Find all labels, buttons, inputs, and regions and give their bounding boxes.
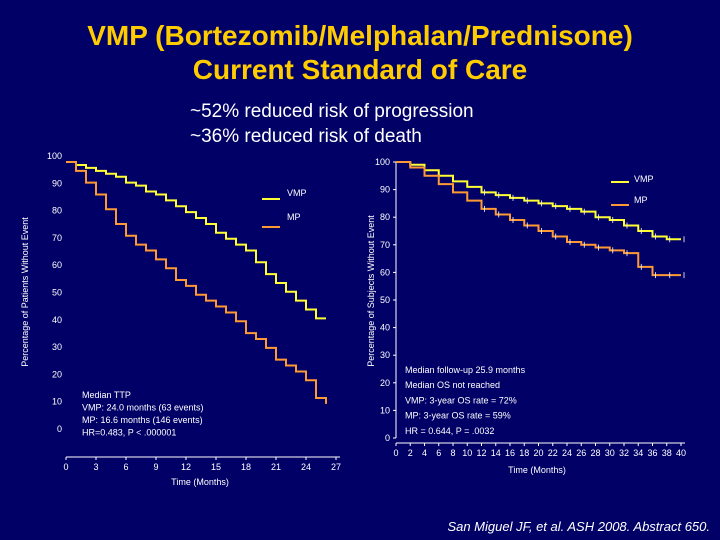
chart1-xtick-label: 9 [153, 462, 158, 472]
chart2-series-mp-line [396, 161, 681, 277]
chart2-xtick-label: 4 [422, 448, 427, 458]
chart2-ytick-label: 50 [380, 295, 390, 305]
chart2-ytick-label: 30 [380, 350, 390, 360]
chart2-xtick-label: 32 [619, 448, 629, 458]
chart2-annotation-line: Median OS not reached [405, 380, 500, 390]
subtitle-line-1: ~52% reduced risk of progression [190, 101, 474, 122]
chart1-annotation-line: HR=0.483, P < .000001 [82, 428, 176, 438]
chart1-xtick-label: 21 [271, 462, 281, 472]
chart2-ytick-label: 20 [380, 378, 390, 388]
chart1-ytick-label: 80 [52, 206, 62, 216]
chart1-xtick-label: 12 [181, 462, 191, 472]
chart2-xtick-label: 34 [633, 448, 643, 458]
chart2-series-vmp-line [396, 161, 681, 241]
chart2-xtick-label: 24 [562, 448, 572, 458]
chart2-xtick-label: 0 [393, 448, 398, 458]
chart2-xtick-label: 12 [476, 448, 486, 458]
chart2-xtick-label: 40 [676, 448, 686, 458]
chart1-ytick-label: 60 [52, 260, 62, 270]
chart2-xtick-label: 20 [533, 448, 543, 458]
chart1-x-axis-label: Time (Months) [171, 477, 229, 487]
chart1-ytick-label: 70 [52, 233, 62, 243]
chart1-xtick-label: 6 [123, 462, 128, 472]
subtitle-line-2: ~36% reduced risk of death [190, 126, 422, 147]
chart1-legend-label-vmp: VMP [287, 188, 307, 198]
chart2-ytick-label: 80 [380, 212, 390, 222]
chart2-y-axis-label: Percentage of Subjects Without Event [366, 215, 376, 367]
chart1-xtick-label: 3 [93, 462, 98, 472]
chart1-annotation-line: VMP: 24.0 months (63 events) [82, 403, 204, 413]
chart1-ytick-label: 50 [52, 288, 62, 298]
chart2-ytick-label: 10 [380, 405, 390, 415]
chart1-ytick-label: 0 [57, 424, 62, 434]
chart1-xtick-label: 18 [241, 462, 251, 472]
chart2-ytick-label: 100 [375, 157, 390, 167]
chart2-xtick-label: 18 [519, 448, 529, 458]
chart1-ytick-label: 30 [52, 342, 62, 352]
chart2-xtick-label: 36 [647, 448, 657, 458]
citation: San Miguel JF, et al. ASH 2008. Abstract… [447, 519, 710, 534]
chart1-ytick-label: 40 [52, 315, 62, 325]
chart2-annotation-line: Median follow-up 25.9 months [405, 365, 526, 375]
title-line-2: Current Standard of Care [192, 54, 528, 85]
chart2-annotation-line: MP: 3-year OS rate = 59% [405, 411, 511, 421]
chart1-ytick-label: 10 [52, 397, 62, 407]
chart2-xtick-label: 8 [450, 448, 455, 458]
chart2-xtick-label: 6 [436, 448, 441, 458]
chart2-xtick-label: 30 [605, 448, 615, 458]
chart2-annotation-line: VMP: 3-year OS rate = 72% [405, 395, 517, 405]
chart2-xtick-label: 38 [662, 448, 672, 458]
chart1-series-vmp-line [66, 161, 326, 320]
chart1-y-axis-label: Percentage of Patients Without Event [20, 217, 30, 367]
chart1-annotation-line: MP: 16.6 months (146 events) [82, 415, 203, 425]
chart2-x-axis-label: Time (Months) [508, 465, 566, 475]
chart2-xtick-label: 26 [576, 448, 586, 458]
chart2-ytick-label: 40 [380, 323, 390, 333]
chart1-legend-label-mp: MP [287, 212, 301, 222]
chart2-xtick-label: 14 [491, 448, 501, 458]
chart1-xtick-label: 0 [63, 462, 68, 472]
chart2-xtick-label: 10 [462, 448, 472, 458]
chart2-xtick-label: 28 [590, 448, 600, 458]
chart2-ytick-label: 60 [380, 267, 390, 277]
chart2-xtick-label: 16 [505, 448, 515, 458]
chart2-ytick-label: 90 [380, 185, 390, 195]
chart1-ytick-label: 20 [52, 369, 62, 379]
chart2-xtick-label: 2 [408, 448, 413, 458]
chart2-ytick-label: 0 [385, 433, 390, 443]
title-line-1: VMP (Bortezomib/Melphalan/Prednisone) [87, 20, 633, 51]
chart2-legend-label-mp: MP [634, 195, 648, 205]
chart1-ytick-label: 100 [47, 151, 62, 161]
chart1-series-mp-line [66, 161, 327, 404]
chart1-annotation-line: Median TTP [82, 390, 131, 400]
chart2-legend-label-vmp: VMP [634, 174, 654, 184]
chart1-xtick-label: 15 [211, 462, 221, 472]
chart1-xtick-label: 27 [331, 462, 341, 472]
chart1-xtick-label: 24 [301, 462, 311, 472]
chart2-ytick-label: 70 [380, 240, 390, 250]
chart2-xtick-label: 22 [548, 448, 558, 458]
chart2-annotation-line: HR = 0.644, P = .0032 [405, 426, 494, 436]
chart1-ytick-label: 90 [52, 178, 62, 188]
